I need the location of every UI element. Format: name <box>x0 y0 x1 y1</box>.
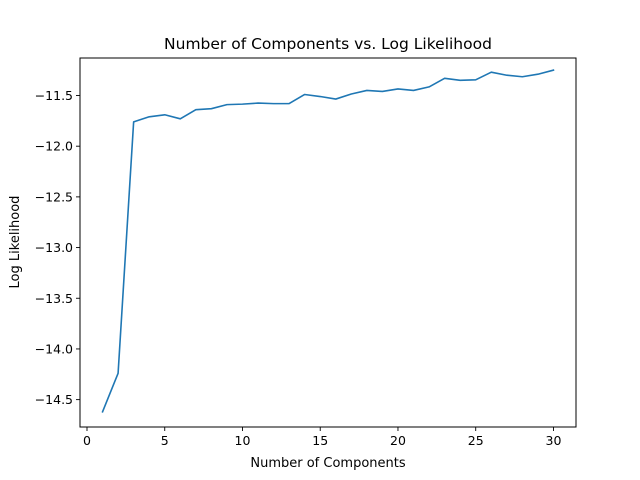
y-tick-label: −11.5 <box>35 88 73 103</box>
x-tick-label: 10 <box>235 433 251 448</box>
y-tick-label: −13.0 <box>35 240 73 255</box>
x-tick-label: 25 <box>468 433 484 448</box>
y-axis-label: Log Likelihood <box>8 196 23 289</box>
y-tick-label: −12.5 <box>35 189 73 204</box>
x-tick-label: 5 <box>161 433 169 448</box>
chart-title: Number of Components vs. Log Likelihood <box>164 35 492 53</box>
y-tick-label: −14.0 <box>35 341 73 356</box>
x-axis-ticks: 0 5 10 15 20 25 30 <box>83 427 561 448</box>
y-axis-ticks: −14.5 −14.0 −13.5 −13.0 −12.5 −12.0 −11.5 <box>35 88 80 407</box>
x-axis-label: Number of Components <box>250 456 405 471</box>
series-line <box>101 69 555 413</box>
x-tick-label: 0 <box>83 433 91 448</box>
y-tick-label: −14.5 <box>35 392 73 407</box>
y-tick-label: −13.5 <box>35 291 73 306</box>
plot-area <box>79 57 577 428</box>
x-tick-label: 30 <box>546 433 562 448</box>
y-tick-label: −12.0 <box>35 139 73 154</box>
x-tick-label: 20 <box>390 433 406 448</box>
x-tick-label: 15 <box>312 433 328 448</box>
